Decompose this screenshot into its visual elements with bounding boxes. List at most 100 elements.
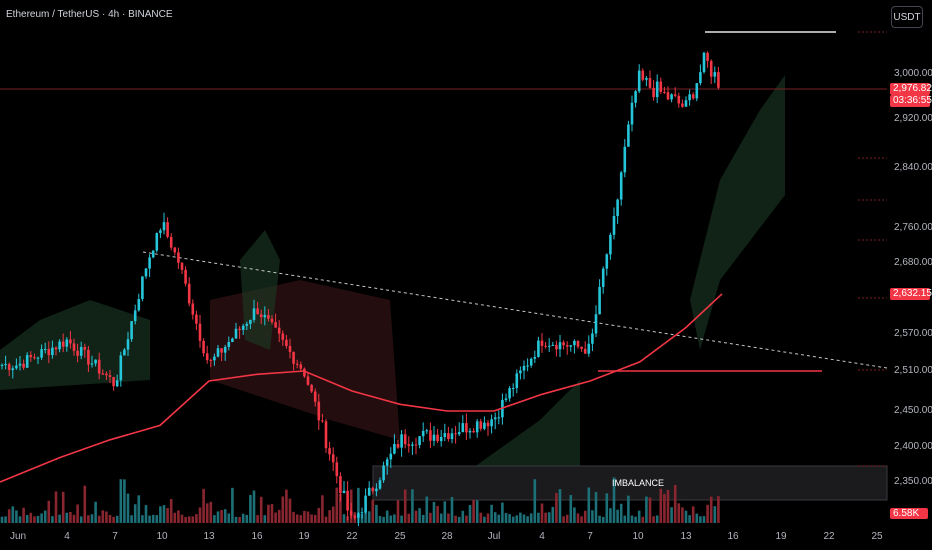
volume-bar (403, 489, 407, 523)
candle-body (565, 345, 569, 347)
volume-bar (36, 515, 40, 523)
candle-body (324, 421, 328, 449)
volume-bar (709, 496, 713, 523)
candle-body (616, 199, 619, 217)
volume-bar (565, 514, 569, 523)
candle-body (202, 340, 205, 354)
candle-body (267, 315, 270, 319)
volume-bar (25, 514, 29, 523)
volume-bar (115, 515, 119, 523)
volume-bar (105, 511, 108, 523)
candle-body (573, 340, 576, 346)
candle-body (378, 480, 382, 489)
volume-bar (123, 479, 126, 523)
candle-body (166, 222, 169, 237)
volume-bar (162, 505, 166, 523)
volume-bar (195, 514, 198, 523)
candle-body (79, 346, 83, 356)
volume-bar (573, 507, 576, 523)
candle-body (526, 365, 529, 367)
volume-bar (335, 487, 339, 523)
candle-body (141, 276, 144, 300)
time-tick-label: 13 (680, 531, 692, 542)
candle-body (256, 308, 259, 315)
candle-body (648, 78, 652, 88)
candle-body (285, 339, 288, 347)
candle-body (709, 60, 713, 77)
volume-bar (479, 512, 483, 523)
candle-body (681, 103, 684, 107)
candle-body (558, 342, 562, 350)
volume-bar (227, 513, 231, 523)
candle-body (155, 233, 159, 251)
volume-bar (522, 514, 526, 523)
volume-bar (303, 510, 306, 523)
candle-body (159, 230, 162, 234)
price-tick-label: 2,760.00 (894, 222, 932, 233)
volume-bar (317, 507, 321, 523)
candle-body (33, 357, 36, 359)
candle-body (691, 94, 695, 99)
volume-bar (587, 487, 591, 523)
candle-body (108, 375, 112, 377)
candle-body (699, 72, 702, 84)
volume-bar (630, 515, 634, 523)
candle-body (497, 417, 501, 419)
volume-bar (465, 515, 468, 523)
candle-body (493, 417, 497, 420)
volume-bar (371, 499, 375, 523)
candle-body (83, 346, 87, 350)
volume-bar (497, 514, 501, 523)
volume-bar (702, 516, 706, 523)
candle-body (490, 419, 493, 427)
candle-body (51, 347, 54, 356)
volume-bar (11, 506, 15, 523)
candle-body (713, 72, 717, 77)
volume-bar (511, 516, 515, 523)
time-tick-label: Jun (9, 531, 27, 542)
volume-bar (609, 508, 612, 523)
candle-body (364, 495, 367, 513)
currency-button[interactable]: USDT (891, 6, 923, 28)
volume-bar (717, 496, 720, 523)
volume-bar (263, 515, 267, 523)
volume-bar (623, 515, 627, 523)
candle-body (544, 345, 547, 347)
candle-body (180, 262, 184, 270)
candle-body (486, 422, 490, 427)
volume-bar (472, 499, 475, 523)
volume-bar (612, 477, 616, 523)
volume-bar (69, 511, 72, 523)
volume-bar (688, 515, 691, 523)
candle-body (321, 420, 324, 422)
candle-body (389, 453, 393, 460)
volume-bar (101, 510, 105, 523)
candle-body (666, 92, 670, 100)
candle-body (58, 341, 61, 350)
last-price-tag: 2,976.82 (890, 83, 932, 95)
volume-bar (321, 495, 324, 523)
volume-bar (364, 512, 367, 523)
candle-body (353, 515, 357, 518)
volume-bar (339, 493, 342, 523)
price-tick-label: 2,920.00 (894, 113, 932, 124)
candle-body (634, 91, 637, 103)
volume-bar (425, 496, 429, 523)
volume-bar (447, 513, 450, 523)
volume-bar (51, 516, 54, 523)
volume-bar (295, 514, 299, 523)
right-axis-marks (858, 31, 887, 467)
candle-body (137, 299, 141, 311)
candle-body (673, 94, 677, 96)
candle-body (547, 345, 551, 347)
time-tick-label: 4 (64, 531, 70, 542)
volume-bar (648, 497, 652, 523)
candle-body (403, 434, 407, 445)
volume-bar (432, 501, 436, 523)
volume-bar (652, 516, 655, 523)
candle-body (306, 376, 310, 385)
volume-bar (627, 495, 630, 523)
candle-body (583, 348, 587, 354)
candle-body (198, 323, 202, 341)
